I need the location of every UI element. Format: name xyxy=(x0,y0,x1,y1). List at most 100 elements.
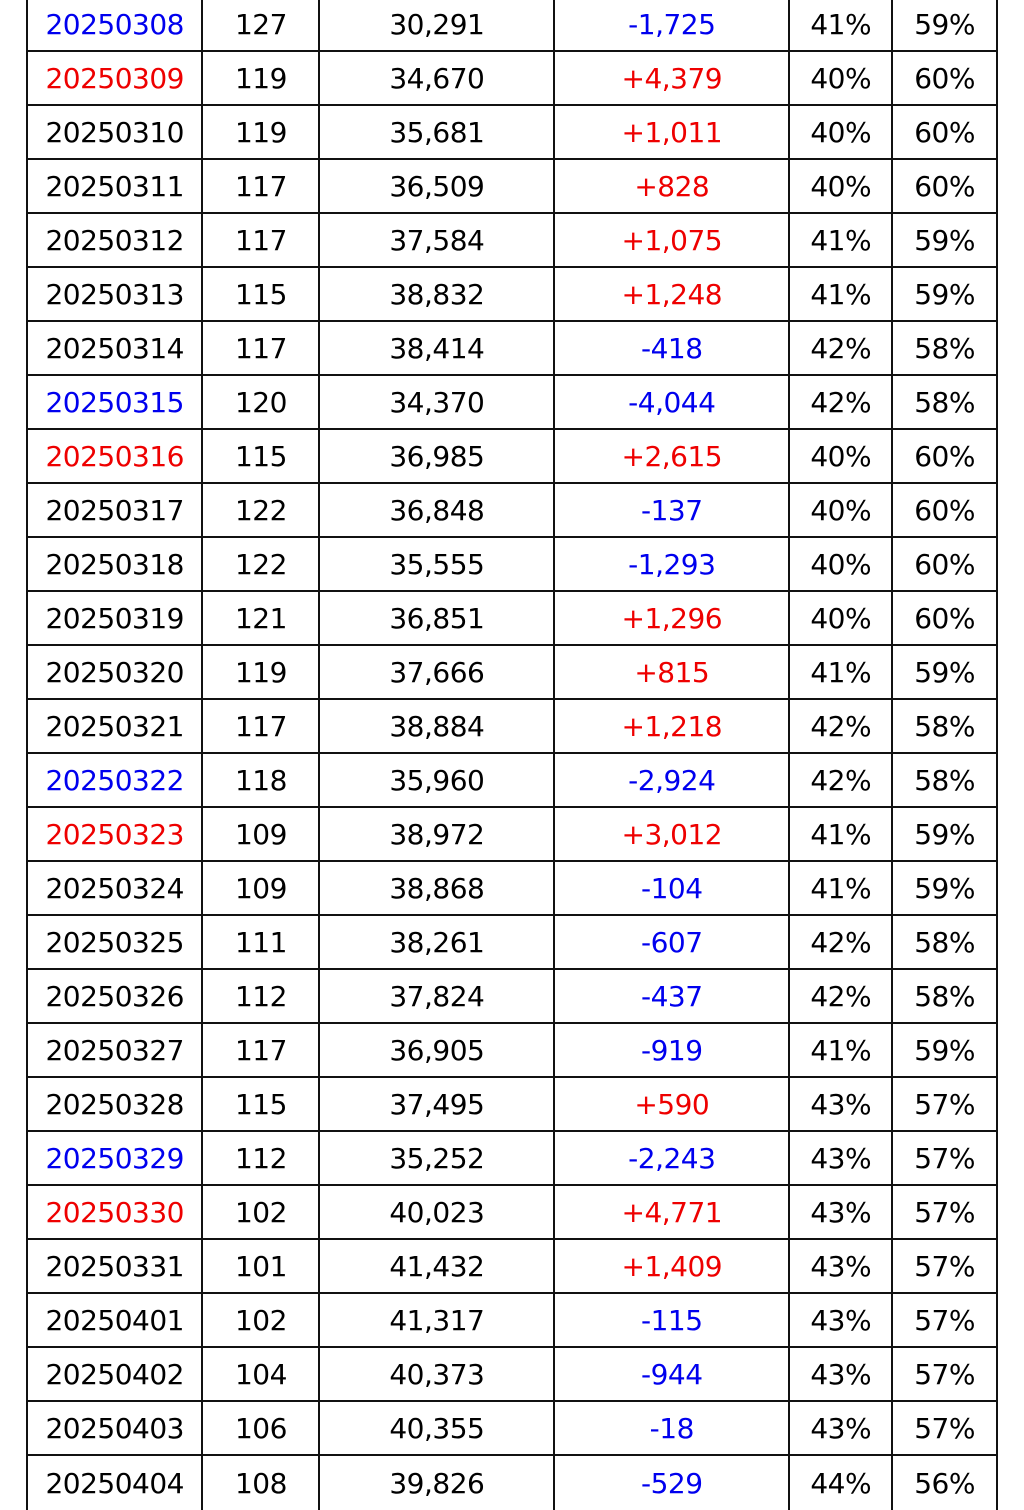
count-cell: 104 xyxy=(201,1346,321,1402)
percent-b-cell: 60% xyxy=(891,482,998,538)
date-cell: 20250318 xyxy=(25,536,204,592)
count-cell: 109 xyxy=(201,806,321,862)
percent-b-cell: 56% xyxy=(891,1454,998,1510)
percent-a-cell: 43% xyxy=(788,1400,894,1456)
date-cell: 20250330 xyxy=(25,1184,204,1240)
change-cell: +828 xyxy=(553,158,791,214)
percent-b-cell: 59% xyxy=(891,0,998,52)
change-cell: +4,771 xyxy=(553,1184,791,1240)
table-row: 20250328 115 37,495 +590 43% 57% xyxy=(25,1076,998,1132)
table-row: 20250318 122 35,555 -1,293 40% 60% xyxy=(25,536,998,592)
percent-a-cell: 43% xyxy=(788,1184,894,1240)
count-cell: 115 xyxy=(201,1076,321,1132)
table-row: 20250325 111 38,261 -607 42% 58% xyxy=(25,914,998,970)
percent-a-cell: 40% xyxy=(788,536,894,592)
table-row: 20250309 119 34,670 +4,379 40% 60% xyxy=(25,50,998,106)
date-cell: 20250308 xyxy=(25,0,204,52)
percent-a-cell: 42% xyxy=(788,320,894,376)
date-cell: 20250327 xyxy=(25,1022,204,1078)
data-table: 20250308 127 30,291 -1,725 41% 59% 20250309 119… xyxy=(25,0,998,1510)
percent-b-cell: 57% xyxy=(891,1346,998,1402)
percent-b-cell: 59% xyxy=(891,1022,998,1078)
table-row: 20250317 122 36,848 -137 40% 60% xyxy=(25,482,998,538)
table-row: 20250327 117 36,905 -919 41% 59% xyxy=(25,1022,998,1078)
total-cell: 35,252 xyxy=(318,1130,556,1186)
total-cell: 36,985 xyxy=(318,428,556,484)
count-cell: 122 xyxy=(201,482,321,538)
table-row: 20250314 117 38,414 -418 42% 58% xyxy=(25,320,998,376)
date-cell: 20250329 xyxy=(25,1130,204,1186)
date-cell: 20250331 xyxy=(25,1238,204,1294)
date-cell: 20250322 xyxy=(25,752,204,808)
change-cell: +4,379 xyxy=(553,50,791,106)
count-cell: 117 xyxy=(201,320,321,376)
count-cell: 122 xyxy=(201,536,321,592)
table-row: 20250308 127 30,291 -1,725 41% 59% xyxy=(25,0,998,52)
table-row: 20250321 117 38,884 +1,218 42% 58% xyxy=(25,698,998,754)
percent-a-cell: 40% xyxy=(788,590,894,646)
table-row: 20250329 112 35,252 -2,243 43% 57% xyxy=(25,1130,998,1186)
total-cell: 40,373 xyxy=(318,1346,556,1402)
percent-b-cell: 57% xyxy=(891,1292,998,1348)
total-cell: 38,868 xyxy=(318,860,556,916)
count-cell: 101 xyxy=(201,1238,321,1294)
percent-b-cell: 60% xyxy=(891,104,998,160)
percent-a-cell: 40% xyxy=(788,50,894,106)
table-row: 20250310 119 35,681 +1,011 40% 60% xyxy=(25,104,998,160)
table-row: 20250315 120 34,370 -4,044 42% 58% xyxy=(25,374,998,430)
count-cell: 108 xyxy=(201,1454,321,1510)
percent-a-cell: 43% xyxy=(788,1346,894,1402)
percent-a-cell: 41% xyxy=(788,0,894,52)
percent-b-cell: 57% xyxy=(891,1184,998,1240)
total-cell: 41,317 xyxy=(318,1292,556,1348)
date-cell: 20250316 xyxy=(25,428,204,484)
total-cell: 37,584 xyxy=(318,212,556,268)
total-cell: 38,972 xyxy=(318,806,556,862)
count-cell: 117 xyxy=(201,698,321,754)
change-cell: +1,409 xyxy=(553,1238,791,1294)
percent-b-cell: 59% xyxy=(891,806,998,862)
percent-b-cell: 58% xyxy=(891,914,998,970)
date-cell: 20250320 xyxy=(25,644,204,700)
total-cell: 37,824 xyxy=(318,968,556,1024)
percent-a-cell: 41% xyxy=(788,1022,894,1078)
count-cell: 119 xyxy=(201,50,321,106)
count-cell: 120 xyxy=(201,374,321,430)
percent-a-cell: 42% xyxy=(788,968,894,1024)
percent-b-cell: 58% xyxy=(891,968,998,1024)
count-cell: 102 xyxy=(201,1184,321,1240)
change-cell: +1,296 xyxy=(553,590,791,646)
date-cell: 20250314 xyxy=(25,320,204,376)
count-cell: 112 xyxy=(201,1130,321,1186)
percent-a-cell: 41% xyxy=(788,266,894,322)
percent-b-cell: 58% xyxy=(891,752,998,808)
count-cell: 112 xyxy=(201,968,321,1024)
percent-b-cell: 57% xyxy=(891,1238,998,1294)
percent-b-cell: 60% xyxy=(891,428,998,484)
date-cell: 20250310 xyxy=(25,104,204,160)
percent-b-cell: 60% xyxy=(891,158,998,214)
table-row: 20250324 109 38,868 -104 41% 59% xyxy=(25,860,998,916)
percent-a-cell: 43% xyxy=(788,1238,894,1294)
percent-a-cell: 41% xyxy=(788,644,894,700)
percent-a-cell: 41% xyxy=(788,212,894,268)
table-row: 20250311 117 36,509 +828 40% 60% xyxy=(25,158,998,214)
total-cell: 38,884 xyxy=(318,698,556,754)
change-cell: -1,293 xyxy=(553,536,791,592)
change-cell: -115 xyxy=(553,1292,791,1348)
percent-a-cell: 41% xyxy=(788,860,894,916)
percent-a-cell: 44% xyxy=(788,1454,894,1510)
count-cell: 119 xyxy=(201,644,321,700)
count-cell: 115 xyxy=(201,428,321,484)
percent-b-cell: 59% xyxy=(891,860,998,916)
change-cell: +1,218 xyxy=(553,698,791,754)
count-cell: 117 xyxy=(201,158,321,214)
change-cell: -18 xyxy=(553,1400,791,1456)
total-cell: 38,414 xyxy=(318,320,556,376)
count-cell: 111 xyxy=(201,914,321,970)
percent-b-cell: 58% xyxy=(891,374,998,430)
table-row: 20250330 102 40,023 +4,771 43% 57% xyxy=(25,1184,998,1240)
percent-b-cell: 57% xyxy=(891,1400,998,1456)
table-row: 20250323 109 38,972 +3,012 41% 59% xyxy=(25,806,998,862)
percent-b-cell: 60% xyxy=(891,50,998,106)
